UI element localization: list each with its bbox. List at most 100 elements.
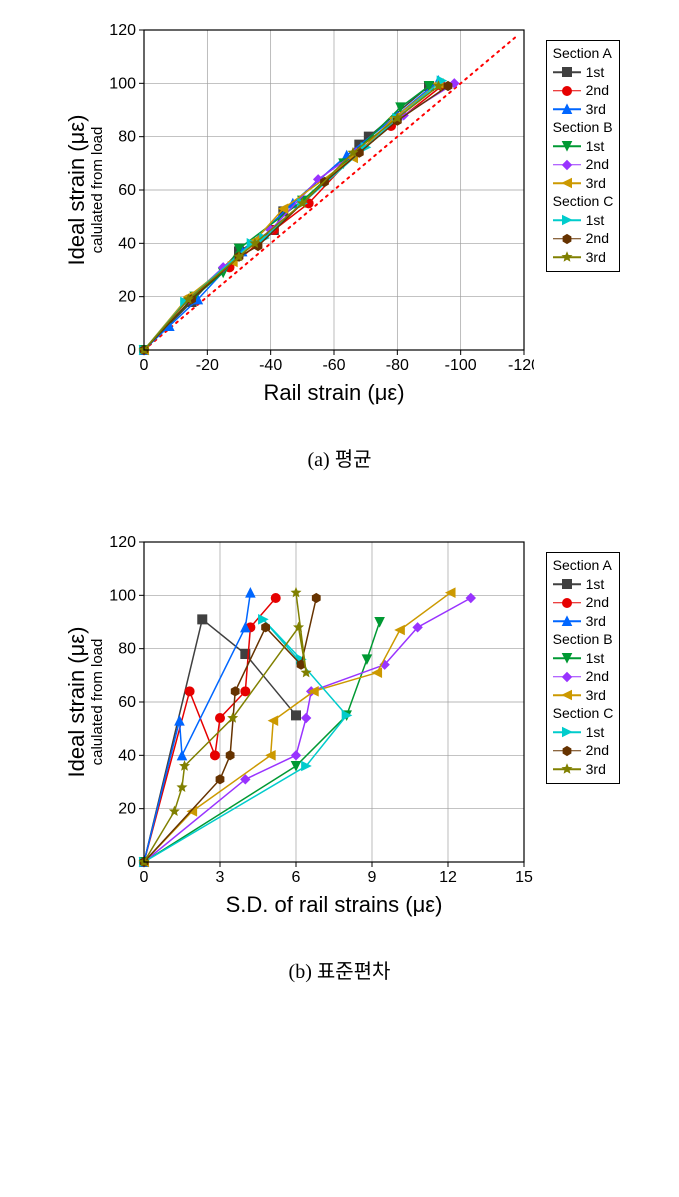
legend-swatch (553, 158, 581, 172)
svg-text:15: 15 (515, 869, 533, 886)
svg-text:-80: -80 (385, 357, 408, 374)
svg-text:12: 12 (439, 869, 457, 886)
svg-text:120: 120 (109, 22, 136, 39)
svg-text:-20: -20 (195, 357, 218, 374)
svg-text:9: 9 (367, 869, 376, 886)
chart-b-row: 0 3 6 9 12 15 0 20 40 60 80 100 120 S.D. of rail stra… (59, 532, 621, 937)
svg-text:0: 0 (139, 357, 148, 374)
chart-b-caption: (b) 표준편차 (289, 955, 391, 984)
legend-label: 2nd (586, 668, 609, 686)
svg-text:0: 0 (127, 854, 136, 871)
legend-label: 1st (586, 650, 605, 668)
svg-text:6: 6 (291, 869, 300, 886)
legend-section-title: Section C (553, 193, 614, 211)
svg-text:120: 120 (109, 534, 136, 551)
svg-text:0: 0 (127, 342, 136, 359)
svg-text:20: 20 (118, 801, 136, 818)
legend-swatch (553, 762, 581, 776)
legend-label: 2nd (586, 156, 609, 174)
legend-item: 2nd (553, 594, 614, 612)
legend-swatch (553, 596, 581, 610)
legend-label: 1st (586, 64, 605, 82)
legend-label: 2nd (586, 230, 609, 248)
svg-text:100: 100 (109, 587, 136, 604)
legend-swatch (553, 250, 581, 264)
legend-item: 3rd (553, 101, 614, 119)
legend-swatch (553, 176, 581, 190)
chart-a-plot: 0-20-40-60-80-100-120020406080100120Rail… (59, 20, 534, 425)
svg-text:calulated from load: calulated from load (89, 639, 106, 766)
chart-a-row: 0-20-40-60-80-100-120020406080100120Rail… (59, 20, 621, 425)
chart-b-plot: 0 3 6 9 12 15 0 20 40 60 80 100 120 S.D. of rail stra… (59, 532, 534, 937)
legend-swatch (553, 670, 581, 684)
legend-section-title: Section C (553, 705, 614, 723)
svg-text:-120: -120 (508, 357, 534, 374)
svg-text:40: 40 (118, 235, 136, 252)
legend-section-title: Section B (553, 631, 614, 649)
legend-swatch (553, 232, 581, 246)
legend-item: 3rd (553, 613, 614, 631)
legend-swatch (553, 577, 581, 591)
svg-text:Rail strain (με): Rail strain (με) (263, 380, 404, 405)
legend-item: 1st (553, 64, 614, 82)
legend-item: 1st (553, 212, 614, 230)
legend-label: 3rd (586, 687, 606, 705)
legend-swatch (553, 744, 581, 758)
svg-text:60: 60 (118, 694, 136, 711)
legend-label: 1st (586, 576, 605, 594)
svg-text:40: 40 (118, 747, 136, 764)
legend-swatch (553, 84, 581, 98)
legend-item: 3rd (553, 687, 614, 705)
legend-label: 1st (586, 724, 605, 742)
chart-a-caption: (a) 평균 (308, 443, 372, 472)
legend-swatch (553, 139, 581, 153)
legend-section-title: Section A (553, 45, 614, 63)
legend-swatch (553, 213, 581, 227)
legend-item: 1st (553, 724, 614, 742)
svg-text:80: 80 (118, 641, 136, 658)
legend-swatch (553, 651, 581, 665)
legend-item: 3rd (553, 249, 614, 267)
legend-label: 3rd (586, 101, 606, 119)
chart-b-legend: Section A1st2nd3rdSection B1st2nd3rdSect… (546, 552, 621, 784)
svg-text:Ideal strain (με): Ideal strain (με) (64, 115, 89, 266)
legend-swatch (553, 725, 581, 739)
legend-item: 1st (553, 138, 614, 156)
legend-item: 3rd (553, 761, 614, 779)
figure-a: 0-20-40-60-80-100-120020406080100120Rail… (20, 20, 659, 472)
legend-section-title: Section A (553, 557, 614, 575)
svg-text:Ideal strain (με): Ideal strain (με) (64, 627, 89, 778)
legend-label: 1st (586, 138, 605, 156)
legend-label: 3rd (586, 175, 606, 193)
legend-item: 2nd (553, 742, 614, 760)
legend-label: 2nd (586, 742, 609, 760)
legend-label: 2nd (586, 594, 609, 612)
svg-text:0: 0 (139, 869, 148, 886)
legend-item: 1st (553, 650, 614, 668)
legend-section-title: Section B (553, 119, 614, 137)
svg-text:20: 20 (118, 289, 136, 306)
svg-text:3: 3 (215, 869, 224, 886)
legend-swatch (553, 688, 581, 702)
svg-text:-100: -100 (444, 357, 476, 374)
legend-swatch (553, 65, 581, 79)
legend-label: 3rd (586, 613, 606, 631)
svg-text:100: 100 (109, 75, 136, 92)
legend-item: 2nd (553, 82, 614, 100)
figure-b: 0 3 6 9 12 15 0 20 40 60 80 100 120 S.D. of rail stra… (20, 532, 659, 984)
svg-text:-40: -40 (259, 357, 282, 374)
svg-text:calulated from load: calulated from load (89, 127, 106, 254)
legend-swatch (553, 614, 581, 628)
svg-text:80: 80 (118, 129, 136, 146)
legend-label: 1st (586, 212, 605, 230)
legend-label: 3rd (586, 761, 606, 779)
legend-label: 3rd (586, 249, 606, 267)
legend-item: 2nd (553, 156, 614, 174)
svg-text:60: 60 (118, 182, 136, 199)
legend-item: 2nd (553, 668, 614, 686)
legend-label: 2nd (586, 82, 609, 100)
legend-item: 3rd (553, 175, 614, 193)
legend-swatch (553, 102, 581, 116)
svg-text:S.D. of rail strains (με): S.D. of rail strains (με) (225, 892, 442, 917)
chart-a-legend: Section A1st2nd3rdSection B1st2nd3rdSect… (546, 40, 621, 272)
